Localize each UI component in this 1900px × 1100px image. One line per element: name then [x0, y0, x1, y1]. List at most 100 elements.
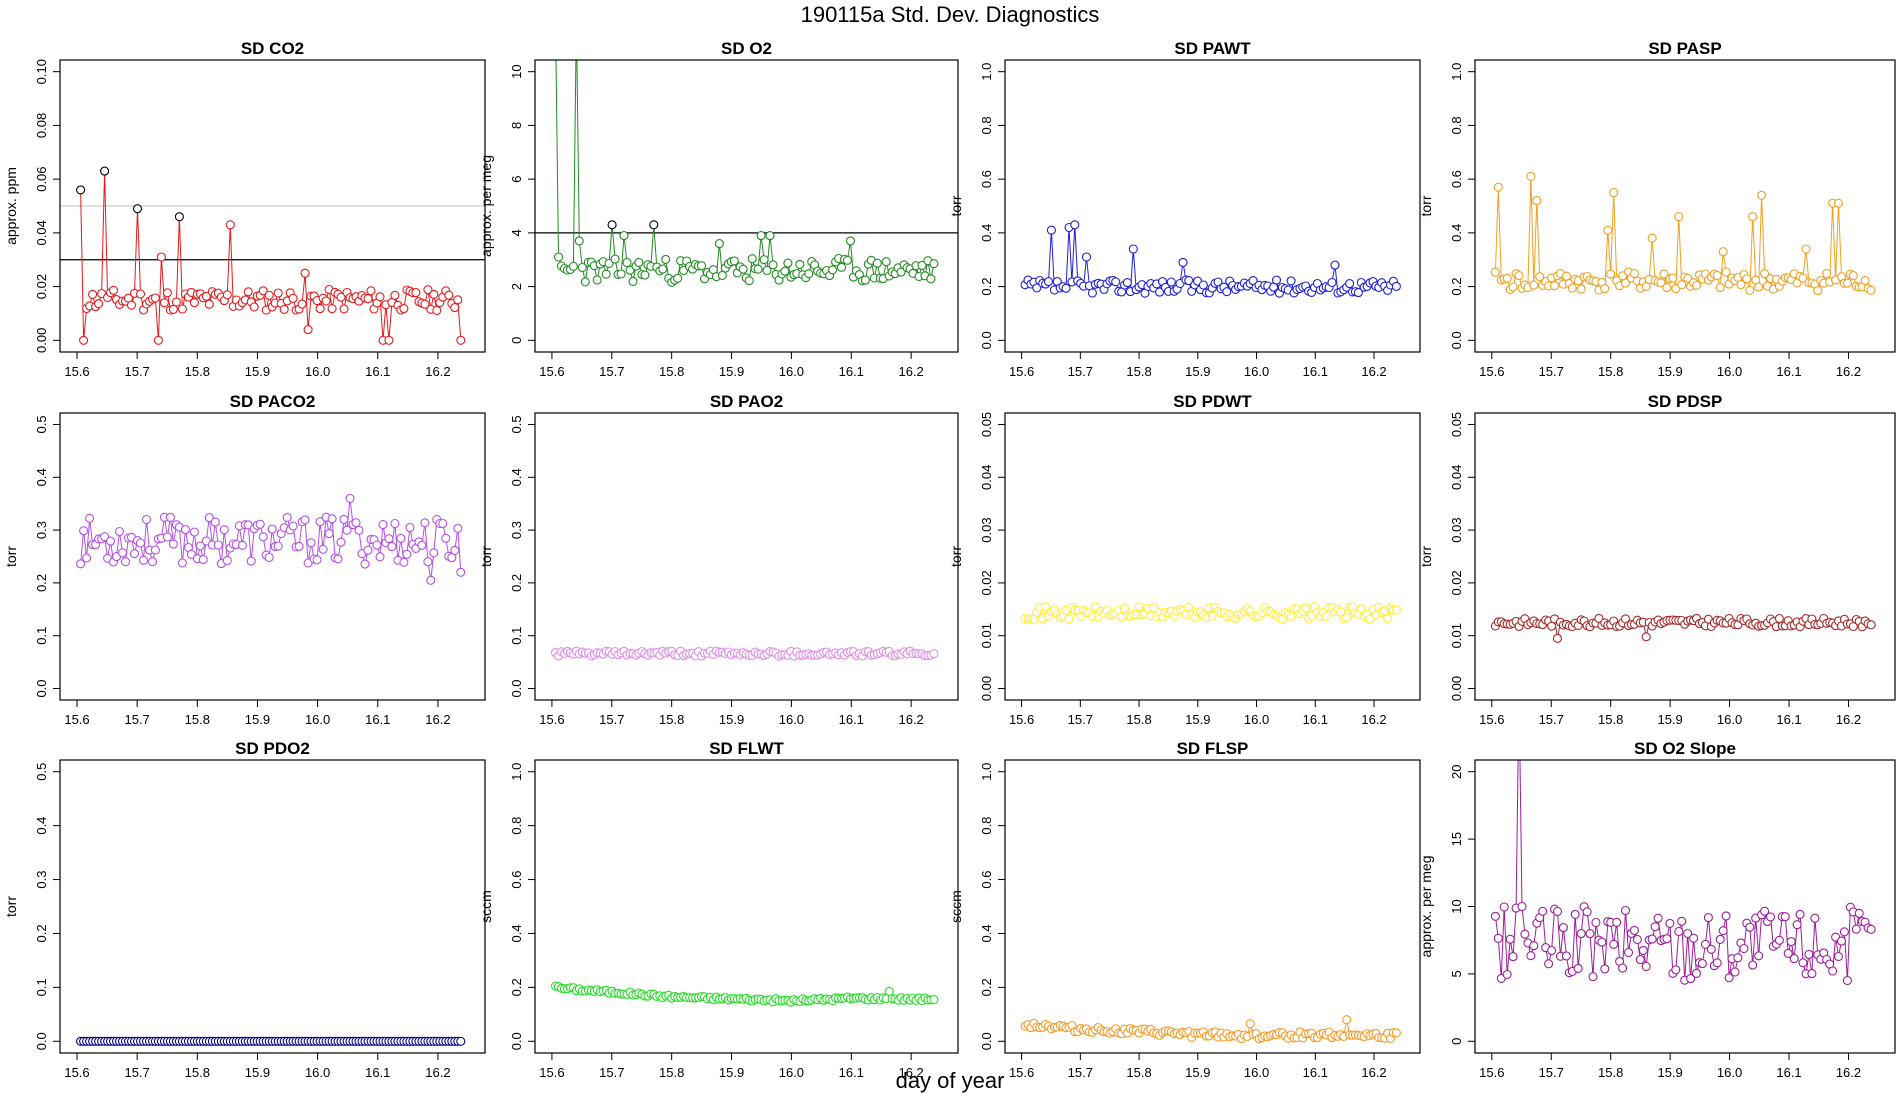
y-tick-label: 5 [1449, 970, 1464, 977]
data-point [1760, 269, 1770, 279]
data-point [321, 296, 331, 306]
x-tick-label: 15.8 [185, 364, 210, 379]
x-tick-label: 16.2 [425, 712, 450, 727]
data-point [1650, 922, 1660, 932]
y-tick-label: 10 [1449, 899, 1464, 913]
data-point [1730, 967, 1740, 977]
data-point [429, 548, 439, 558]
y-tick-label: 0.6 [979, 871, 994, 889]
data-point [441, 533, 451, 543]
x-tick-label: 16.2 [1836, 712, 1861, 727]
data-point [82, 553, 92, 563]
data-point [592, 275, 602, 285]
data-point [658, 264, 668, 274]
plot-frame [1474, 412, 1896, 701]
data-point [222, 555, 232, 566]
series [76, 1036, 466, 1046]
data-point [604, 258, 614, 269]
data-point [1839, 927, 1849, 937]
data-point [1836, 936, 1847, 946]
data-point [1576, 284, 1586, 294]
y-tick-label: 0.0 [979, 1032, 994, 1050]
data-point [1810, 913, 1820, 923]
y-tick-label: 0.1 [509, 627, 524, 645]
y-tick-label: 0.6 [979, 170, 994, 188]
x-tick-label: 15.6 [1009, 1065, 1034, 1080]
data-point [1715, 934, 1725, 944]
data-point [1502, 969, 1512, 980]
data-point [1677, 280, 1687, 290]
x-tick-label: 15.9 [719, 712, 744, 727]
data-point [1629, 925, 1639, 935]
data-point [1783, 948, 1793, 958]
data-point [315, 304, 325, 314]
data-point [1342, 612, 1352, 623]
data-point [162, 532, 172, 542]
series [1490, 760, 1876, 986]
y-tick-label: 0.1 [34, 978, 49, 996]
data-point [1721, 911, 1731, 921]
data-point [1529, 941, 1539, 951]
data-point [1739, 943, 1749, 954]
y-tick-label: 0.08 [34, 113, 49, 138]
data-point [1184, 602, 1194, 612]
data-point [1149, 603, 1159, 613]
data-point [1774, 613, 1784, 624]
data-point [1505, 934, 1515, 944]
data-point [1662, 283, 1672, 293]
data-point [1517, 901, 1527, 912]
data-point [1526, 951, 1536, 961]
data-point [1848, 271, 1858, 281]
y-axis-label: torr [3, 896, 19, 917]
chart-panel: SD PDO2 torr 0.0 0.1 0.2 0.3 0.4 0.5 15.6 15.7 15.… [3, 739, 486, 1080]
data-point [1573, 963, 1583, 973]
data-point [1718, 926, 1728, 936]
data-point [324, 529, 334, 539]
data-point [1697, 959, 1707, 969]
x-tick-label: 15.6 [1479, 1065, 1504, 1080]
data-point [204, 299, 214, 309]
series-line [1494, 760, 1872, 981]
x-tick-label: 15.7 [1539, 1065, 1564, 1080]
data-point [79, 335, 89, 345]
data-point [860, 275, 870, 285]
x-tick-label: 15.6 [539, 1065, 564, 1080]
x-tick-label: 16.1 [1303, 364, 1328, 379]
y-axis-label: approx. per meg [478, 155, 494, 257]
series [1020, 602, 1401, 624]
data-point [225, 220, 235, 230]
panel-title: SD PDSP [1648, 392, 1723, 411]
data-point [1600, 284, 1610, 294]
data-point [114, 526, 125, 537]
data-point [1671, 965, 1681, 975]
plot-frame [59, 412, 486, 701]
data-point [1712, 958, 1722, 968]
data-point [76, 559, 86, 569]
data-point [1736, 280, 1746, 290]
data-point [574, 236, 584, 246]
y-tick-label: 0.0 [1449, 331, 1464, 349]
data-point [339, 304, 349, 314]
data-point [1342, 1015, 1352, 1025]
y-tick-label: 0.8 [509, 817, 524, 835]
data-point [1718, 247, 1728, 257]
x-tick-label: 16.0 [305, 712, 330, 727]
y-axis-label: torr [1418, 546, 1434, 567]
chart-panel: SD CO2 approx. ppm 0.00 0.02 0.04 0.06 0.08 0.1… [3, 39, 486, 379]
data-point [765, 231, 775, 241]
data-point [1122, 278, 1132, 288]
x-tick-label: 15.9 [1657, 364, 1682, 379]
data-point [1490, 911, 1500, 921]
data-point [619, 231, 629, 241]
series [76, 493, 466, 585]
data-point [402, 549, 412, 559]
data-point [1668, 273, 1678, 283]
data-point [1620, 905, 1631, 916]
chart-panel: SD FLSP sccm 0.0 0.2 0.4 0.6 0.8 1.0 15.6 15.7 15.… [948, 739, 1421, 1080]
series [550, 646, 939, 661]
data-point [1866, 924, 1876, 934]
data-point [1833, 198, 1844, 208]
data-point [282, 512, 292, 522]
data-point [1689, 933, 1699, 943]
panel-title: SD PASP [1648, 39, 1721, 58]
